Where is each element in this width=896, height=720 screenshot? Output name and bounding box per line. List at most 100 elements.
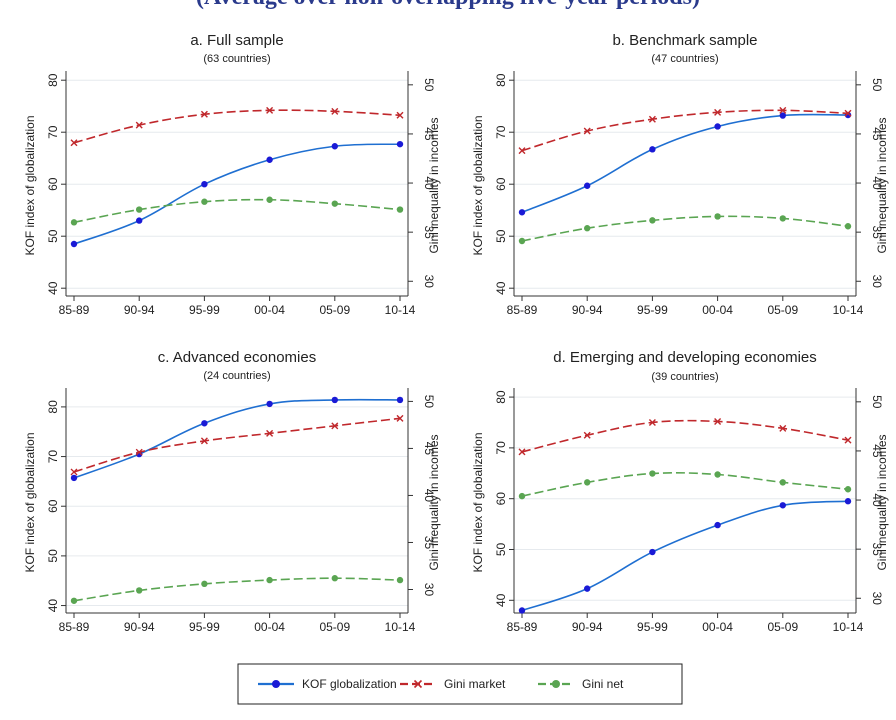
x-tick-label: 95-99 xyxy=(637,303,668,317)
point-gini_net xyxy=(331,575,338,582)
series-line-gini_market xyxy=(521,419,849,453)
point-mark xyxy=(844,109,852,117)
point-mark xyxy=(266,429,274,437)
y-tick-label: 60 xyxy=(494,177,508,191)
point-gini_net xyxy=(649,470,656,477)
point-gini_market xyxy=(844,436,852,444)
y2-tick-label: 50 xyxy=(422,78,436,92)
point-gini_market xyxy=(396,414,404,422)
y-tick-label: 40 xyxy=(494,593,508,607)
y2-tick-label: 35 xyxy=(422,225,436,239)
point-kof xyxy=(518,607,526,614)
point-gini_net xyxy=(844,223,852,230)
point-gini_market xyxy=(648,115,656,123)
point-gini_net xyxy=(266,576,273,584)
chart-panel-d: 40 50 60 70 80 30 35 40 45 50 85-89 90-94 95-99 00-04… xyxy=(471,349,889,634)
point-gini_market xyxy=(844,109,852,117)
point-gini_net xyxy=(266,196,273,203)
series-line-gini_market xyxy=(521,109,849,152)
point-gini_market xyxy=(518,448,526,456)
point-gini_market xyxy=(331,107,339,115)
x-tick-label: 10-14 xyxy=(833,303,864,317)
point-kof xyxy=(201,181,208,188)
panel-subtitle: (63 countries) xyxy=(203,53,270,65)
point-kof xyxy=(396,140,404,148)
point-kof xyxy=(649,548,656,556)
y-tick-label: 80 xyxy=(46,400,60,414)
point-gini_net xyxy=(779,479,786,486)
point-mark xyxy=(648,115,656,123)
series-line-kof xyxy=(521,500,849,612)
point-mark xyxy=(331,107,339,115)
y-tick-label: 60 xyxy=(46,177,60,191)
legend-swatch-marker xyxy=(272,680,280,688)
series-line-gini_net xyxy=(521,471,849,497)
x-tick-label: 00-04 xyxy=(254,620,285,634)
y-axis-title: KOF index of globalization xyxy=(471,432,485,572)
point-gini_net xyxy=(136,206,143,213)
point-gini_net xyxy=(201,198,208,205)
series-line-gini_net xyxy=(73,198,401,224)
y2-axis-title: Gini inequality in incomes xyxy=(427,434,441,570)
point-kof xyxy=(649,146,656,153)
point-kof xyxy=(331,143,338,150)
y-tick-label: 40 xyxy=(46,281,60,295)
x-tick-label: 00-04 xyxy=(702,303,733,317)
y2-tick-label: 30 xyxy=(422,583,436,597)
y-axis-title: KOF index of globalization xyxy=(23,432,37,572)
point-kof xyxy=(714,123,721,130)
y2-axis-title: Gini inequality in incomes xyxy=(875,117,889,253)
point-gini_market xyxy=(70,139,78,147)
point-kof xyxy=(266,400,273,408)
x-tick-label: 90-94 xyxy=(124,620,155,634)
point-gini_market xyxy=(266,429,274,437)
point-mark xyxy=(518,147,526,155)
y2-tick-label: 40 xyxy=(870,176,884,190)
legend-item-gini_market: Gini market xyxy=(400,677,506,691)
point-gini_net xyxy=(331,200,338,207)
point-gini_net xyxy=(518,492,526,500)
y2-tick-label: 50 xyxy=(870,78,884,92)
point-gini_net xyxy=(714,213,721,220)
panel-title: c. Advanced economies xyxy=(158,349,316,366)
point-kof xyxy=(201,420,208,427)
point-mark xyxy=(518,448,526,456)
x-tick-label: 85-89 xyxy=(507,303,538,317)
x-tick-label: 95-99 xyxy=(189,620,220,634)
point-mark xyxy=(200,437,208,445)
point-gini_net xyxy=(584,225,591,232)
y-tick-label: 70 xyxy=(494,441,508,455)
point-mark xyxy=(779,424,787,432)
legend-item-gini_net: Gini net xyxy=(538,677,624,691)
y-tick-label: 70 xyxy=(494,125,508,139)
x-tick-label: 10-14 xyxy=(833,620,864,634)
legend-item-kof: KOF globalization xyxy=(258,677,397,691)
point-kof xyxy=(844,498,852,505)
point-mark xyxy=(70,139,78,147)
point-kof xyxy=(266,156,273,163)
y-tick-label: 40 xyxy=(494,281,508,295)
y-tick-label: 60 xyxy=(46,499,60,513)
x-tick-label: 85-89 xyxy=(59,620,90,634)
legend-label: KOF globalization xyxy=(302,677,397,691)
point-mark xyxy=(583,431,591,439)
y2-tick-label: 40 xyxy=(422,489,436,503)
point-gini_net xyxy=(201,580,208,588)
point-kof xyxy=(70,240,78,248)
point-mark xyxy=(396,111,404,119)
point-gini_market xyxy=(200,437,208,445)
point-gini_market xyxy=(200,110,208,118)
point-gini_market xyxy=(648,418,656,426)
point-gini_market xyxy=(70,468,78,476)
y-tick-label: 50 xyxy=(494,543,508,557)
figure-header-title: (Average over non-overlapping five-year … xyxy=(0,0,896,11)
point-gini_market xyxy=(266,106,274,114)
y2-tick-label: 50 xyxy=(870,395,884,409)
y2-tick-label: 50 xyxy=(422,395,436,409)
x-tick-label: 00-04 xyxy=(702,620,733,634)
series-line-kof xyxy=(73,398,401,479)
y-tick-label: 50 xyxy=(46,549,60,563)
y-tick-label: 70 xyxy=(46,125,60,139)
point-gini_market xyxy=(396,111,404,119)
y2-tick-label: 45 xyxy=(422,127,436,141)
